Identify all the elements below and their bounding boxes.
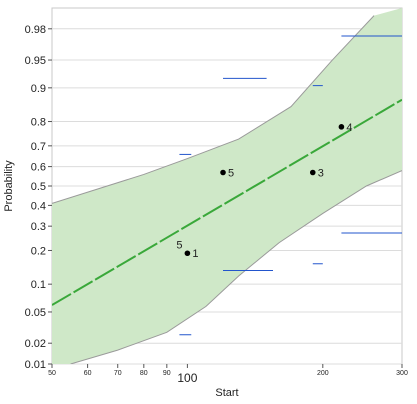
x-tick-label: 300 <box>396 370 408 377</box>
y-tick-label: 0.02 <box>25 338 46 350</box>
y-axis-ticks: 0.01 0.02 0.05 0.1 0.2 0.3 0.4 0.5 0.6 0.7 0.8 0.9 0… <box>25 24 52 371</box>
x-tick-label: 70 <box>114 370 122 377</box>
y-tick-label: 0.9 <box>31 83 46 95</box>
y-tick-label: 0.6 <box>31 162 46 174</box>
y-tick-label: 0.8 <box>31 117 46 129</box>
y-axis-title: Probability <box>3 160 15 212</box>
x-axis-title: Start <box>215 387 238 399</box>
y-tick-label: 0.95 <box>25 55 46 67</box>
y-tick-label: 0.5 <box>31 181 46 193</box>
data-point <box>338 124 345 130</box>
y-tick-label: 0.3 <box>31 221 46 233</box>
x-tick-label: 100 <box>177 371 197 385</box>
x-tick-label: 60 <box>84 370 92 377</box>
point-label: 1 <box>192 248 198 260</box>
point-label: 3 <box>318 167 324 179</box>
fit-line-group <box>52 98 402 306</box>
band-lower-edge <box>70 170 402 364</box>
point-label: 4 <box>346 122 352 134</box>
interval-segments <box>179 35 402 336</box>
data-point <box>309 169 316 176</box>
data-points: 15 345 <box>176 122 352 260</box>
y-tick-label: 0.7 <box>31 141 46 153</box>
confidence-band-group <box>52 8 402 364</box>
y-tick-label: 0.1 <box>31 279 46 291</box>
x-tick-label: 200 <box>317 370 329 377</box>
confidence-band <box>52 8 402 364</box>
x-tick-label: 90 <box>163 370 171 377</box>
y-tick-label: 0.05 <box>25 307 46 319</box>
x-axis-ticks: 50 60 70 80 90 100 200 300 <box>48 364 408 385</box>
data-point <box>220 169 226 176</box>
point-label: 5 <box>176 239 182 251</box>
x-tick-label: 50 <box>48 370 56 377</box>
y-tick-label: 0.4 <box>31 200 46 212</box>
fit-line <box>52 98 402 306</box>
band-upper-edge <box>52 15 375 204</box>
y-tick-label: 0.01 <box>25 359 46 371</box>
y-tick-label: 0.2 <box>31 245 46 257</box>
y-tick-label: 0.98 <box>25 24 46 36</box>
data-point <box>184 250 191 257</box>
point-label: 5 <box>228 167 234 179</box>
x-tick-label: 80 <box>140 370 148 377</box>
